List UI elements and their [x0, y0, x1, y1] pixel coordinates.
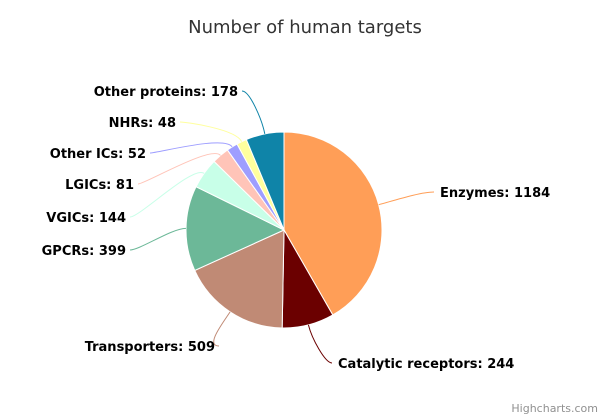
data-label-catalytic-receptors: Catalytic receptors: 244: [338, 357, 514, 372]
data-label-enzymes: Enzymes: 1184: [440, 186, 550, 201]
connector-nhrs: [179, 121, 243, 142]
data-label-other-ics: Other ICs: 52: [50, 147, 146, 162]
chart-title: Number of human targets: [188, 17, 422, 38]
pie-slice-other-proteins[interactable]: [245, 131, 285, 231]
connector-gpcrs: [129, 227, 187, 251]
connector-transporters: [213, 311, 231, 347]
pie-slice-transporters[interactable]: [194, 229, 285, 329]
connector-lgics: [137, 153, 221, 185]
label-connectors: [129, 90, 435, 364]
data-label-vgics: VGICs: 144: [46, 211, 126, 226]
data-label-transporters: Transporters: 509: [85, 340, 215, 355]
data-label-lgics: LGICs: 81: [65, 178, 134, 193]
connector-enzymes: [378, 191, 435, 206]
data-labels: Enzymes: 1184 Catalytic receptors: 244 Tra…: [42, 85, 551, 372]
data-label-gpcrs: GPCRs: 399: [42, 244, 126, 259]
pie-slice-enzymes[interactable]: [283, 131, 383, 316]
pie-slices: [185, 131, 383, 329]
credits-link[interactable]: Highcharts.com: [511, 402, 598, 415]
connector-catalytic-receptors: [307, 324, 333, 364]
connector-other-proteins: [241, 90, 266, 134]
connector-vgics: [129, 172, 205, 218]
data-label-nhrs: NHRs: 48: [109, 116, 176, 131]
data-label-other-proteins: Other proteins: 178: [94, 85, 238, 100]
connector-other-ics: [149, 142, 233, 154]
pie-slice-gpcrs[interactable]: [185, 186, 286, 272]
